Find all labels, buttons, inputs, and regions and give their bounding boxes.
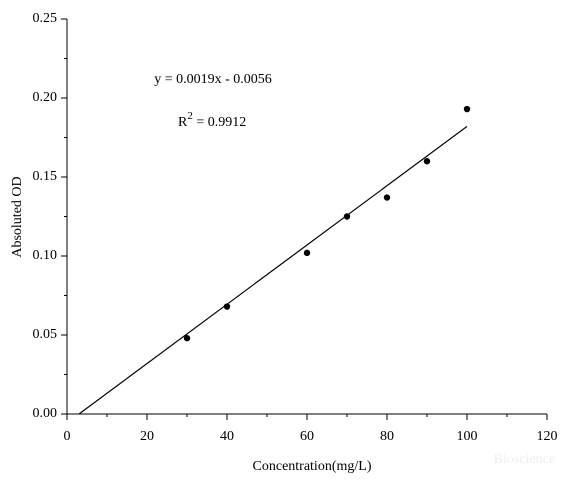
y-tick-label: 0.15 [33,169,58,184]
y-tick-label: 0.20 [33,90,58,105]
x-tick-label: 20 [140,429,154,444]
x-tick-label: 60 [300,429,314,444]
y-tick-label: 0.00 [33,406,58,421]
data-point [463,105,471,113]
x-tick-label: 40 [220,429,234,444]
y-tick-label: 0.10 [33,248,58,263]
data-point [423,158,431,165]
y-tick-label: 0.05 [33,327,58,342]
y-tick-label: 0.25 [33,11,58,26]
r-squared: R2 = 0.9912 [178,110,246,131]
r-power: 2 [187,110,193,122]
r-value: = 0.9912 [193,115,246,130]
data-point [383,194,391,201]
equation: y = 0.0019x - 0.0056 [154,72,272,87]
data-point [183,334,191,342]
x-tick-label: 100 [457,429,478,444]
data-point [303,249,311,257]
r-symbol: R [178,115,188,130]
watermark: Bioscience [494,452,555,467]
x-axis-label: Concentration(mg/L) [253,459,372,474]
x-tick-label: 0 [64,429,71,444]
y-axis-label: Absoluted OD [10,176,25,257]
fit-line [78,125,468,415]
x-tick-label: 80 [380,429,394,444]
x-tick-label: 120 [537,429,558,444]
